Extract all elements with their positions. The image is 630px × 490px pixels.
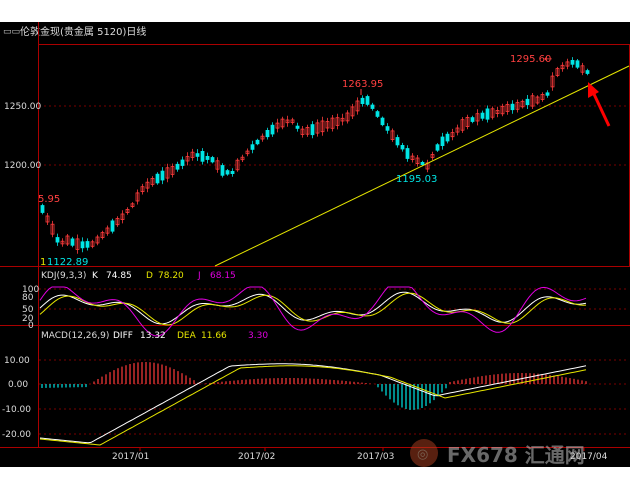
macd-y-axis: 10.00 0.00 -10.00 -20.00 [2,356,31,440]
kdj-d-label: D [146,271,153,281]
y-tick-1200: 1200.00 [4,161,41,171]
macd-diff-line [39,363,587,444]
price-panel-frame [38,44,630,267]
kdj-label: KDJ(9,3,3) [41,271,86,281]
kdj-tick-50: 50 [22,305,34,315]
stock-chart: ▭▭ 伦敦金现(贵金属 5120)日线 1250.00 1200.00 1263… [0,22,630,467]
window-menu-icon[interactable]: ▭▭ [3,27,20,37]
price-annotations: 1263.95 1295.60 ← 1195.03 5.95 1 1122.89 [38,54,552,268]
kdj-tick-20: 20 [22,314,34,324]
x-label-2017-02: 2017/02 [238,452,275,462]
x-label-2017-04: 2017/04 [570,452,608,462]
watermark: ◎ FX678 汇通网 [410,439,585,467]
annotation-left-bottom-prefix: 1 [40,257,46,268]
annotation-high-1295-pointer: ← [544,54,552,65]
macd-dea-value: 11.66 [201,331,227,341]
kdj-y-axis: 100 80 50 20 0 [22,285,39,331]
kdj-k-line [39,291,587,325]
macd-header: MACD(12,26,9) DIFF 13.32 DEA 11.66 3.30 [41,331,268,341]
kdj-k-value: 74.85 [106,271,132,281]
y-tick-1250: 1250.00 [4,102,41,112]
macd-tick-neg10: -10.00 [2,405,31,415]
x-label-2017-01: 2017/01 [112,452,149,462]
macd-histogram-and-lines [39,362,587,446]
kdj-d-value: 78.20 [158,271,184,281]
watermark-logo-glyph: ◎ [417,447,428,462]
macd-tick-0: 0.00 [8,380,28,390]
macd-dea-line [39,365,587,446]
annotation-high-1263: 1263.95 [342,79,383,90]
annotation-low-1195: 1195.03 [396,174,437,185]
macd-diff-label: DIFF [113,331,133,341]
chart-screen: ▭▭ 伦敦金现(贵金属 5120)日线 1250.00 1200.00 1263… [0,22,630,467]
kdj-d-line [39,292,587,326]
kdj-tick-0: 0 [28,321,34,331]
x-axis-ticks [139,447,585,451]
price-y-axis: 1250.00 1200.00 [4,102,41,171]
watermark-logo-icon [410,439,438,467]
kdj-j-value: 68.15 [210,271,236,281]
x-label-2017-03: 2017/03 [357,452,394,462]
x-axis: 2017/01 2017/02 2017/03 2017/04 [112,452,608,462]
support-trendline [214,65,630,267]
kdj-j-line [39,286,587,337]
kdj-tick-80: 80 [22,293,34,303]
kdj-k-label: K [92,271,99,281]
annotation-high-1295: 1295.60 [510,54,551,65]
macd-dea-label: DEA [177,331,197,341]
annotation-left-bottom: 1122.89 [47,257,88,268]
grid-lines [39,105,629,435]
red-arrow-icon [588,82,611,127]
macd-diff-value: 13.32 [140,331,166,341]
kdj-header: KDJ(9,3,3) K 74.85 D 78.20 J 68.15 [41,271,236,281]
kdj-lines [39,286,587,337]
kdj-tick-100: 100 [22,285,39,295]
kdj-j-label: J [197,271,201,281]
macd-tick-neg20: -20.00 [2,430,31,440]
macd-value: 3.30 [248,331,268,341]
candlestick-series [40,57,590,254]
annotation-left-top: 5.95 [38,194,60,205]
title-bar: ▭▭ 伦敦金现(贵金属 5120)日线 [3,25,146,38]
watermark-text: FX678 汇通网 [447,443,585,467]
chart-title: 伦敦金现(贵金属 5120)日线 [20,25,146,38]
macd-tick-10: 10.00 [4,356,30,366]
macd-label: MACD(12,26,9) [41,331,109,341]
